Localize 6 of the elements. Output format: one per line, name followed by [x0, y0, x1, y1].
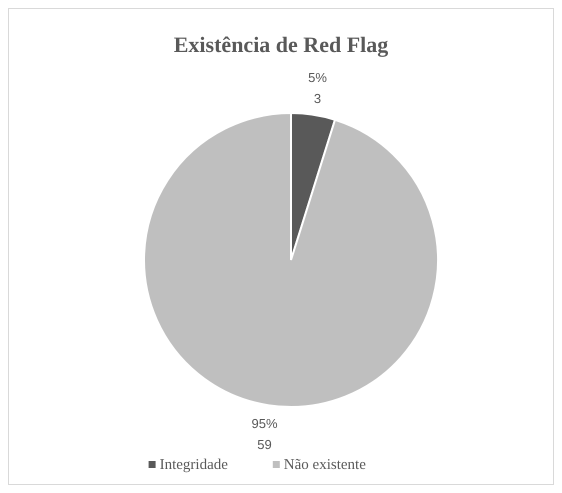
chart-title: Existência de Red Flag: [174, 32, 388, 57]
pie-slice: [143, 112, 439, 408]
data-label: 95% 59: [251, 416, 278, 452]
data-label: 5% 3: [308, 70, 328, 106]
legend-label: Não existente: [284, 457, 366, 473]
legend-label: Integridade: [160, 457, 228, 473]
